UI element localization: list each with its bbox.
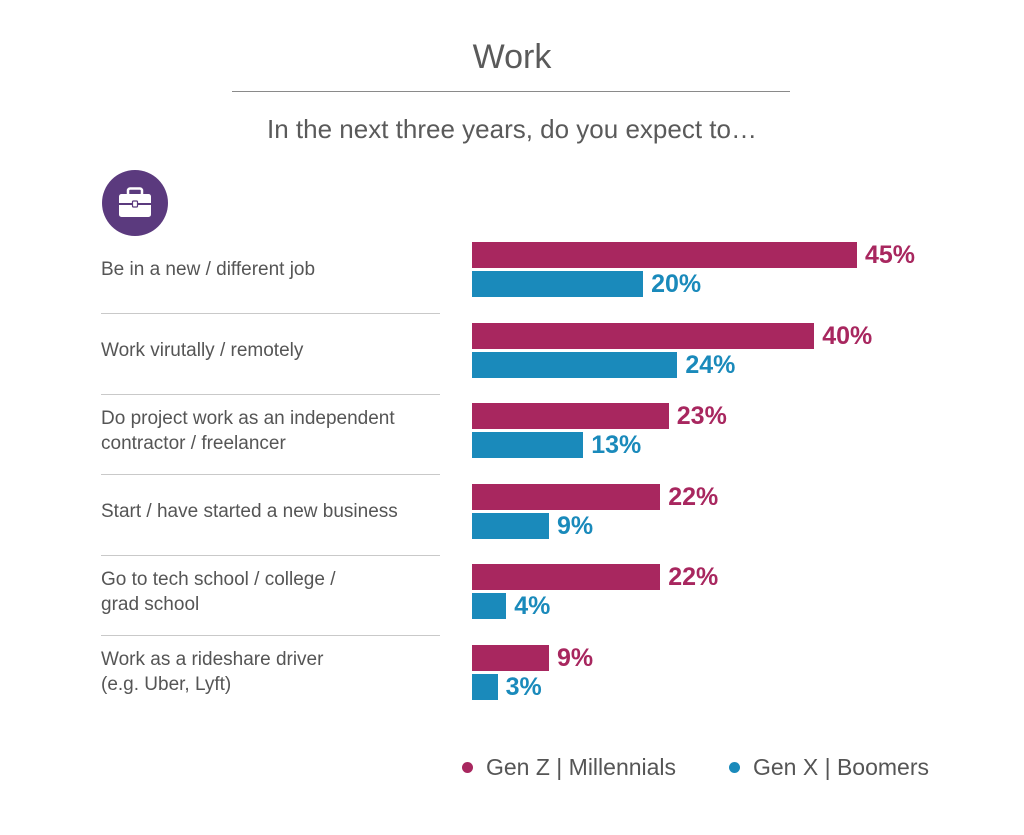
value-label-gen-z: 22% xyxy=(668,482,719,511)
value-label-gen-x: 9% xyxy=(557,511,594,540)
legend-dot-gen-x xyxy=(729,762,740,773)
chart-title: Work xyxy=(472,38,552,76)
category-label-line: Work virutally / remotely xyxy=(101,339,304,361)
category-label: Do project work as an independent contrac… xyxy=(101,406,446,456)
row-divider xyxy=(101,474,440,475)
value-label-gen-x: 24% xyxy=(685,350,736,379)
category-label-line: Work as a rideshare driver xyxy=(101,649,324,670)
row-divider xyxy=(101,313,440,314)
value-label-gen-z: 45% xyxy=(865,241,916,269)
category-label: Start / have started a new business xyxy=(101,499,446,524)
value-label-gen-z: 23% xyxy=(676,402,727,430)
category-label-line: grad school xyxy=(101,593,200,615)
briefcase-icon xyxy=(102,170,168,236)
row-divider xyxy=(101,635,440,636)
category-label-line: Do project work as an independent xyxy=(101,407,395,429)
bar-gen-z xyxy=(472,564,661,590)
bar-gen-x xyxy=(472,512,549,539)
bar-gen-x xyxy=(472,271,644,297)
title-divider xyxy=(232,91,790,92)
row-divider xyxy=(101,393,440,395)
legend-gen-z: Gen Z | Millennials xyxy=(486,754,677,780)
chart-subtitle: In the next three years, do you expect t… xyxy=(267,114,757,144)
value-label-gen-z: 22% xyxy=(668,563,719,591)
category-label: Go to tech school / college / grad school xyxy=(101,567,446,617)
value-label-gen-z: 40% xyxy=(822,321,873,350)
legend-gen-x: Gen X | Boomers xyxy=(753,754,929,780)
bar-gen-z xyxy=(472,322,815,349)
bar-gen-z xyxy=(472,242,857,268)
bar-gen-z xyxy=(472,403,669,429)
bar-gen-z xyxy=(472,483,661,510)
value-label-gen-x: 4% xyxy=(514,592,551,620)
value-label-gen-x: 20% xyxy=(651,270,702,298)
category-label-line: Go to tech school / college / xyxy=(101,568,336,590)
row-divider xyxy=(101,554,440,556)
value-label-gen-x: 13% xyxy=(591,431,642,459)
category-label-line: contractor / freelancer xyxy=(101,432,286,454)
legend-dot-gen-z xyxy=(462,762,473,773)
category-label-line: (e.g. Uber, Lyft) xyxy=(101,674,232,695)
bar-gen-z xyxy=(472,644,549,671)
value-label-gen-x: 3% xyxy=(505,672,542,701)
bar-gen-x xyxy=(472,432,584,458)
bar-gen-x xyxy=(472,593,507,619)
bar-gen-x xyxy=(472,351,678,378)
category-label: Work as a rideshare driver (e.g. Uber, Ly… xyxy=(101,647,446,697)
category-label: Work virutally / remotely xyxy=(101,338,446,363)
category-label: Be in a new / different job xyxy=(101,257,446,282)
category-label-line: Start / have started a new business xyxy=(101,500,398,522)
value-label-gen-z: 9% xyxy=(557,643,594,672)
bar-gen-x xyxy=(472,673,498,700)
category-label-line: Be in a new / different job xyxy=(101,259,316,280)
